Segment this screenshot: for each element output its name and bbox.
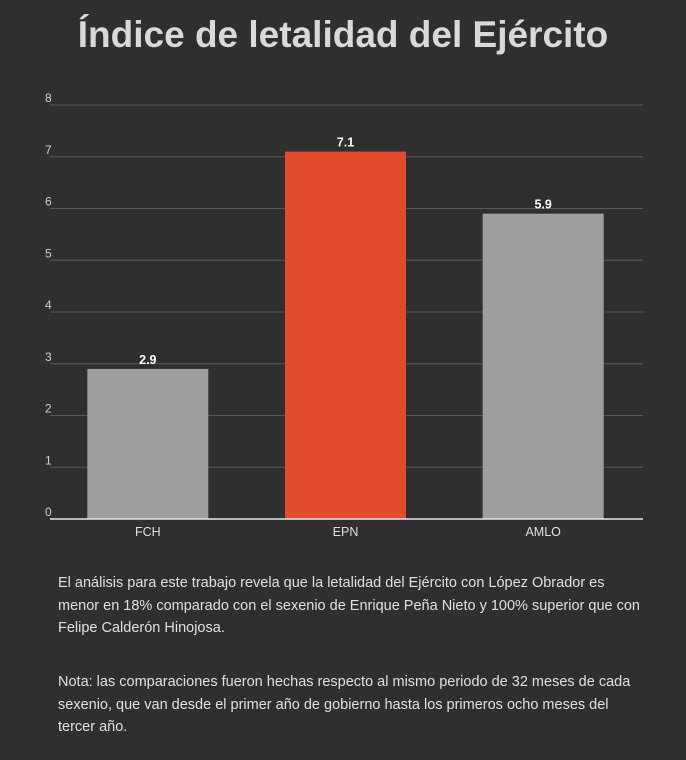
bars bbox=[87, 151, 604, 520]
data-label-epn: 7.1 bbox=[337, 136, 354, 150]
data-label-amlo: 5.9 bbox=[534, 198, 551, 212]
y-tick-label-0: 0 bbox=[45, 505, 52, 519]
x-axis-ticks: FCH EPN AMLO bbox=[135, 525, 561, 539]
y-tick-label-5: 5 bbox=[45, 246, 52, 260]
bar-epn bbox=[285, 151, 406, 519]
bar-amlo bbox=[482, 213, 604, 520]
y-tick-label-1: 1 bbox=[45, 453, 52, 467]
y-tick-label-8: 8 bbox=[45, 91, 52, 105]
y-axis-ticks: 0 1 2 3 4 5 6 7 8 bbox=[45, 91, 52, 519]
x-tick-label-epn: EPN bbox=[333, 525, 359, 539]
bar-fch bbox=[87, 368, 209, 519]
data-labels: 2.9 7.1 5.9 bbox=[139, 136, 552, 367]
x-tick-label-fch: FCH bbox=[135, 525, 161, 539]
y-tick-label-3: 3 bbox=[45, 350, 52, 364]
bar-chart: 0 1 2 3 4 5 6 7 8 2.9 7.1 5.9 FCH EPN AMLO bbox=[45, 91, 643, 539]
y-tick-label-2: 2 bbox=[45, 402, 52, 416]
chart-title: Índice de letalidad del Ejército bbox=[77, 14, 609, 55]
x-tick-label-amlo: AMLO bbox=[525, 525, 561, 539]
analysis-text: El análisis para este trabajo revela que… bbox=[58, 575, 640, 636]
data-label-fch: 2.9 bbox=[139, 353, 156, 367]
y-tick-label-6: 6 bbox=[45, 195, 52, 209]
y-tick-label-4: 4 bbox=[45, 298, 52, 312]
y-tick-label-7: 7 bbox=[45, 143, 52, 157]
methodology-note: Nota: las comparaciones fueron hechas re… bbox=[58, 674, 631, 735]
